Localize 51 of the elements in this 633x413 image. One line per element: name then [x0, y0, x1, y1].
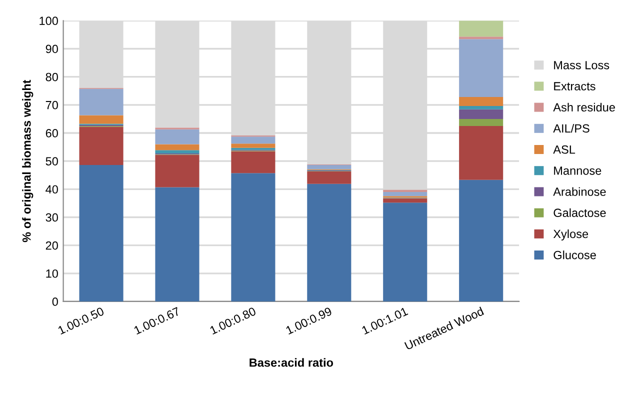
bar — [231, 144, 276, 148]
y-tick-label: 80 — [46, 72, 58, 82]
y-tick-label: 100 — [40, 16, 58, 26]
y-tick-label: 50 — [46, 157, 58, 166]
bar — [307, 171, 352, 184]
bar — [79, 126, 124, 165]
y-tick-label: 60 — [46, 129, 58, 138]
bar — [383, 202, 428, 302]
legend-label: AIL/PS — [553, 124, 590, 133]
bar — [79, 165, 124, 302]
bar — [231, 173, 276, 302]
x-axis-title: Base:acid ratio — [250, 358, 334, 367]
bar — [383, 198, 428, 203]
bar — [459, 126, 504, 180]
legend-label: Ash residue — [553, 102, 615, 112]
legend-label: Mass Loss — [554, 61, 610, 70]
legend-label: Arabinose — [553, 187, 606, 196]
legend-label: ASL — [553, 145, 576, 154]
bar — [79, 115, 124, 124]
bar — [459, 106, 504, 110]
y-axis-title: % of original biomass weight — [22, 80, 34, 242]
y-tick-label: 40 — [46, 185, 58, 194]
y-tick-label: 10 — [46, 269, 58, 278]
legend-label: Glucose — [554, 250, 596, 260]
bar — [155, 129, 200, 144]
legend-label: Extracts — [554, 82, 596, 90]
y-tick-label: 70 — [46, 100, 58, 110]
bar — [231, 151, 276, 174]
bar — [155, 144, 200, 150]
bar — [383, 192, 428, 196]
legend-label: Xylose — [553, 229, 588, 240]
bar — [231, 136, 276, 144]
bar — [459, 20, 504, 37]
bar — [459, 109, 504, 119]
bar — [155, 154, 200, 188]
legend-label: Mannose — [554, 166, 602, 175]
bar — [459, 36, 504, 40]
y-tick-label: 0 — [52, 298, 58, 306]
bar — [307, 184, 352, 302]
bar — [155, 187, 200, 302]
bar — [155, 150, 200, 154]
bar — [459, 39, 504, 98]
bar — [459, 118, 504, 126]
y-tick-label: 20 — [46, 241, 58, 250]
bar — [459, 97, 504, 106]
y-tick-label: 90 — [46, 44, 58, 54]
legend-label: Galactose — [554, 208, 606, 218]
bar — [307, 165, 352, 170]
y-tick-label: 30 — [46, 213, 58, 222]
bar — [79, 88, 124, 116]
bar — [459, 180, 504, 302]
